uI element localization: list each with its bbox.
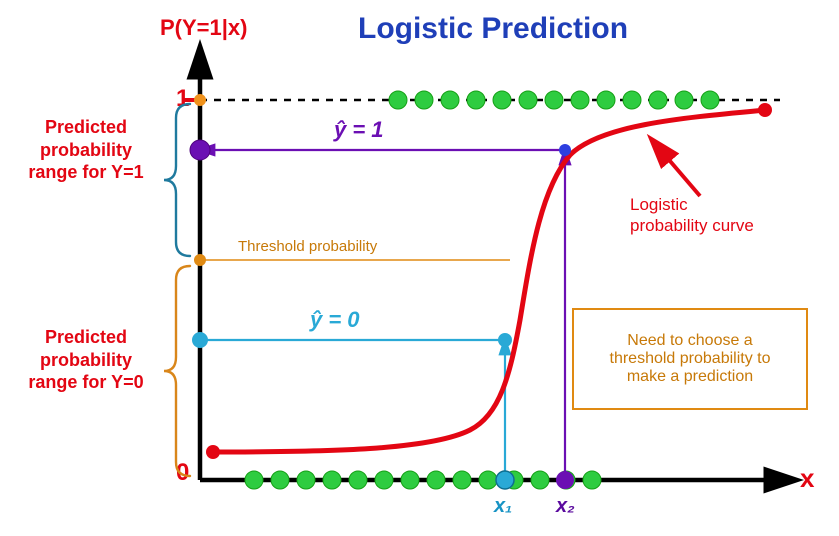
diagram-svg: [0, 0, 839, 536]
